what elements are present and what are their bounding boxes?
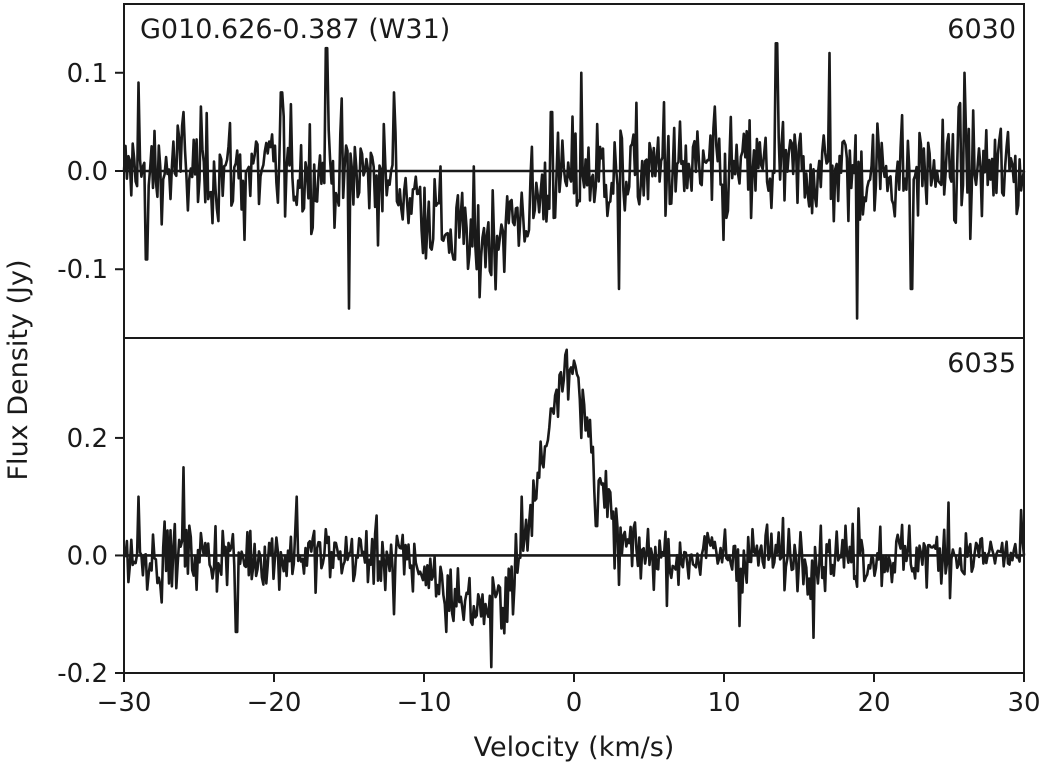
- panel-6030: 0.1 0.0 -0.1 G010.626-0.387 (W31) 6030: [57, 14, 1026, 320]
- y-tick-label: 0.2: [67, 424, 108, 454]
- spectrum-trace-6035: [123, 348, 1026, 669]
- y-tick-label: -0.2: [57, 659, 108, 689]
- spectrum-trace-6030: [122, 42, 1026, 320]
- y-tick-label: -0.1: [57, 255, 108, 285]
- y-tick-label: 0.0: [67, 541, 108, 571]
- y-ticks-6030: 0.1 0.0 -0.1: [57, 59, 124, 285]
- y-tick-label: 0.0: [67, 157, 108, 187]
- y-ticks-6035: 0.2 0.0 -0.2: [57, 424, 124, 689]
- x-tick-label: −30: [97, 688, 152, 718]
- transition-label-6035: 6035: [947, 348, 1016, 379]
- x-axis-title: Velocity (km/s): [474, 732, 675, 763]
- y-tick-label: 0.1: [67, 59, 108, 89]
- x-tick-label: 30: [1007, 688, 1040, 718]
- y-axis-title: Flux Density (Jy): [3, 260, 34, 481]
- x-tick-label: 20: [857, 688, 890, 718]
- x-tick-label: 10: [707, 688, 740, 718]
- x-tick-label: 0: [566, 688, 583, 718]
- object-label: G010.626-0.387 (W31): [140, 14, 450, 45]
- x-axis-ticks: −30 −20 −10 0 10 20 30: [97, 673, 1041, 718]
- transition-label-6030: 6030: [947, 14, 1016, 45]
- panel-6035: 0.2 0.0 -0.2 6035: [57, 348, 1026, 689]
- x-tick-label: −20: [247, 688, 302, 718]
- x-tick-label: −10: [397, 688, 452, 718]
